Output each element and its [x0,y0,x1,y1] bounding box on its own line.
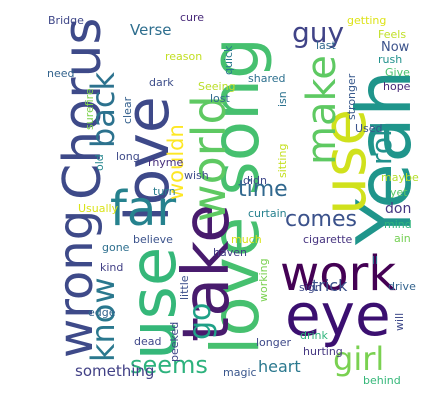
word-quick: quick [222,45,235,75]
word-maybe: maybe [381,171,419,184]
word-getting: getting [347,14,386,27]
word-bridge: Bridge [48,14,84,27]
word-eye: eye [285,281,391,349]
word-verse: Verse [130,21,172,39]
word-rhyme: rhyme [148,156,184,169]
word-kind: kind [100,261,123,274]
word-magic: magic [223,366,257,379]
word-usually: Usually [78,202,119,215]
word-cigarette: cigarette [303,233,353,246]
word-drive: drive [388,280,416,293]
word-wouldn: wouldn [164,124,188,200]
word-back: back [84,71,122,148]
word-ll: ll [372,254,378,267]
word-will: will [393,313,406,331]
word-haven: haven [213,246,247,259]
word-little: little [178,275,191,300]
word-rush: rush [378,53,402,66]
word-gone: gone [102,241,130,254]
word-seeing: Seeing [198,80,236,93]
word-give: Give [385,66,410,79]
word-wish: wish [184,169,209,182]
word-feels: Feels [378,28,406,41]
word-trick: trick [312,276,348,295]
word-guy: guy [292,16,344,49]
word-dark: dark [149,76,174,89]
word-comes: comes [285,207,357,232]
word-time: time [238,177,288,202]
word-believe: believe [133,233,173,246]
word-use-1: use [117,247,191,360]
word-dead: dead [134,335,161,348]
word-something: something [75,362,154,380]
word-much: much [231,233,262,246]
word-curtain: curtain [248,207,287,220]
word-hurting: hurting [303,345,343,358]
word-girl: girl [333,340,384,378]
word-isn: isn [276,91,289,107]
word-make: make [299,55,345,165]
word-use-2: use [310,109,380,215]
word-yet: yet [390,186,408,199]
word-old: old [93,154,106,171]
word-surefire: surefire [83,88,96,130]
word-hope: hope [383,80,411,93]
word-chorus: Chorus [53,17,113,200]
word-didn: didn [243,174,267,187]
word-used: Used [355,122,383,135]
word-sign: sign [299,281,322,294]
word-seems: seems [130,351,208,379]
word-reason: reason [165,50,202,63]
word-turn: turn [153,185,176,198]
word-know: know [84,277,122,362]
word-take: take [170,204,244,342]
word-lost: lost [210,92,231,105]
word-heart: heart [258,357,301,376]
word-edge: edge [88,306,116,319]
word-shared: shared [248,72,285,85]
word-long: long [116,150,140,163]
word-work: work [280,246,396,302]
word-last: last [316,39,337,52]
word-wrong: wrong [48,210,104,358]
word-go: go [183,303,218,340]
word-far: far [110,181,176,237]
word-longer: longer [256,336,292,349]
word-now: Now [381,40,410,55]
word-stronger: stronger [345,73,358,120]
word-yeah: Yeah [340,70,428,247]
word-don: don [385,201,411,217]
word-world: world [182,95,236,222]
word-working: working [257,258,270,302]
word-peeked: peeked [168,322,181,362]
word-behind: behind [363,374,401,387]
word-love: love [113,96,183,222]
word-love-song: love song [197,37,274,355]
word-sitting: sitting [276,144,289,178]
word-ain: ain [394,232,411,245]
word-roll: roll [365,121,398,165]
word-need: need [47,67,75,80]
word-mind: mind [384,218,412,231]
word-clear: clear [121,96,134,124]
word-cure: cure [180,11,204,24]
word-drink: drink [300,329,329,342]
